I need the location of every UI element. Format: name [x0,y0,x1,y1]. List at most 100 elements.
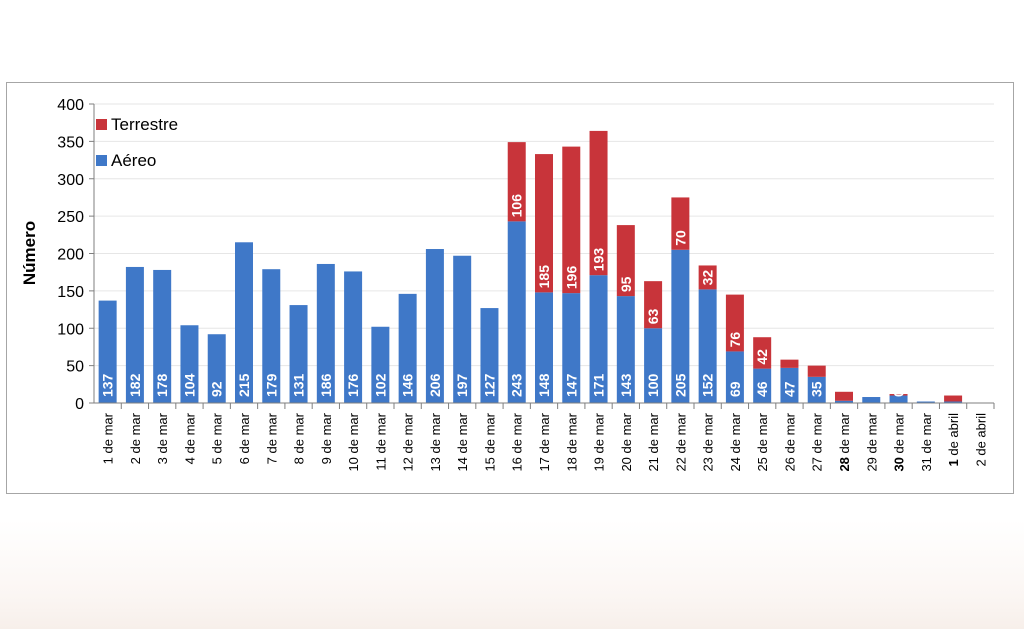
bar-aereo [589,275,608,403]
data-label-aereo: 148 [536,373,552,397]
bar-aereo [453,255,472,403]
bar-aereo [916,401,935,403]
data-label-aereo: 146 [400,373,416,397]
x-axis-ticks: 1 de mar 2 de mar 3 de mar 4 de mar 5 de mar… [101,403,995,472]
data-label-terrestre: 63 [645,308,661,324]
bar-aereo [180,325,199,403]
x-tick-label: 26 de mar [782,412,797,471]
data-label-terrestre: 70 [672,230,688,246]
bar-terrestre [562,146,581,294]
y-tick-label: 150 [57,284,84,301]
x-tick-label: 15 de mar [482,412,497,471]
bar-aereo [262,269,281,403]
x-tick-label: 8 de mar [292,412,307,464]
data-label-terrestre: 32 [700,270,716,286]
x-tick-label: 1 de mar [101,412,116,464]
data-label-aereo: 243 [509,373,525,397]
bar-aereo [753,368,772,403]
x-tick-label: 7 de mar [264,412,279,464]
bar-aereo [889,395,908,403]
data-label-aereo: 127 [481,373,497,397]
y-tick-label: 300 [57,172,84,189]
x-tick-label: 3 de mar [155,412,170,464]
bar-terrestre [725,294,744,352]
chart-frame: 0 50 100 150 200 250 300 350 400 137 182 178 104 92 2… [6,82,1014,494]
bar-aereo [698,289,717,403]
bars [98,130,963,403]
bar-terrestre [507,142,526,222]
bar-terrestre [671,197,690,250]
data-label-aereo: 176 [345,373,361,397]
legend-label-aereo: Aéreo [111,151,156,170]
x-tick-label: 2 de mar [128,412,143,464]
bar-aereo [235,242,253,403]
data-label-aereo: 197 [454,373,470,397]
x-tick-label: 29 de mar [864,412,879,471]
data-label-aereo: 69 [727,381,743,397]
bottom-background [0,520,1024,629]
data-label-aereo: 131 [291,373,307,397]
x-tick-label: 24 de mar [728,412,743,471]
y-tick-label: 200 [57,247,84,264]
x-tick-label: 9 de mar [319,412,334,464]
bar-terrestre [835,391,853,401]
x-tick-label: 5 de mar [210,412,225,464]
x-tick-label: 23 de mar [701,412,716,471]
bar-aereo [289,305,308,403]
data-label-aereo: 47 [781,381,797,397]
data-label-aereo: 179 [263,373,279,397]
bar-terrestre [807,365,826,377]
data-label-aereo: 102 [372,373,388,397]
data-label-terrestre: 193 [591,248,607,272]
bar-terrestre [889,394,908,396]
bar-terrestre [780,359,799,368]
x-tick-label: 27 de mar [810,412,825,471]
x-tick-label: 18 de mar [564,412,579,471]
bar-aereo [207,334,226,403]
y-tick-label: 50 [66,359,84,376]
bar-terrestre [644,281,663,329]
x-tick-label: 6 de mar [237,412,252,464]
x-tick-label: 31 de mar [919,412,934,471]
bar-aereo [835,400,853,403]
bar-aereo [644,328,663,403]
x-tick-label: 10 de mar [346,412,361,471]
bar-aereo [807,376,826,403]
data-labels: 137 182 178 104 92 215 179 131 186 176 102 146 206 19… [100,194,907,397]
data-label-aereo: 92 [209,381,225,397]
data-label-aereo: 182 [127,373,143,397]
bar-aereo [480,308,499,403]
x-tick-label: 4 de mar [182,412,197,464]
bar-terrestre [753,337,772,369]
legend-swatch-aereo [96,155,107,166]
x-tick-label: 17 de mar [537,412,552,471]
bar-aereo [725,351,744,403]
data-label-terrestre: 196 [563,266,579,290]
data-label-terrestre: 106 [509,194,525,218]
data-label-aereo: 171 [591,373,607,397]
x-tick-label: 28 de mar [837,412,852,471]
x-tick-label: 20 de mar [619,412,634,471]
y-tick-label: 350 [57,134,84,151]
y-axis-label: Número [20,221,39,285]
x-tick-label: 22 de mar [673,412,688,471]
data-label-terrestre: 185 [536,265,552,289]
data-label-terrestre: 76 [727,332,743,348]
bar-terrestre [535,154,553,293]
data-label-terrestre: 42 [754,349,770,365]
x-tick-label: 13 de mar [428,412,443,471]
data-label-aereo: 186 [318,373,334,397]
bar-aereo [944,401,963,403]
data-label-aereo: 147 [563,373,579,397]
data-label-aereo: 143 [618,373,634,397]
y-tick-label: 250 [57,209,84,226]
x-tick-label: 11 de mar [373,412,388,470]
bar-terrestre [698,265,717,290]
data-label-aereo: 35 [809,381,825,397]
legend-label-terrestre: Terrestre [111,115,178,134]
legend-swatch-terrestre [96,119,107,130]
data-label-aereo: 215 [236,373,252,397]
bar-aereo [562,293,581,403]
data-label-aereo: 178 [154,373,170,397]
